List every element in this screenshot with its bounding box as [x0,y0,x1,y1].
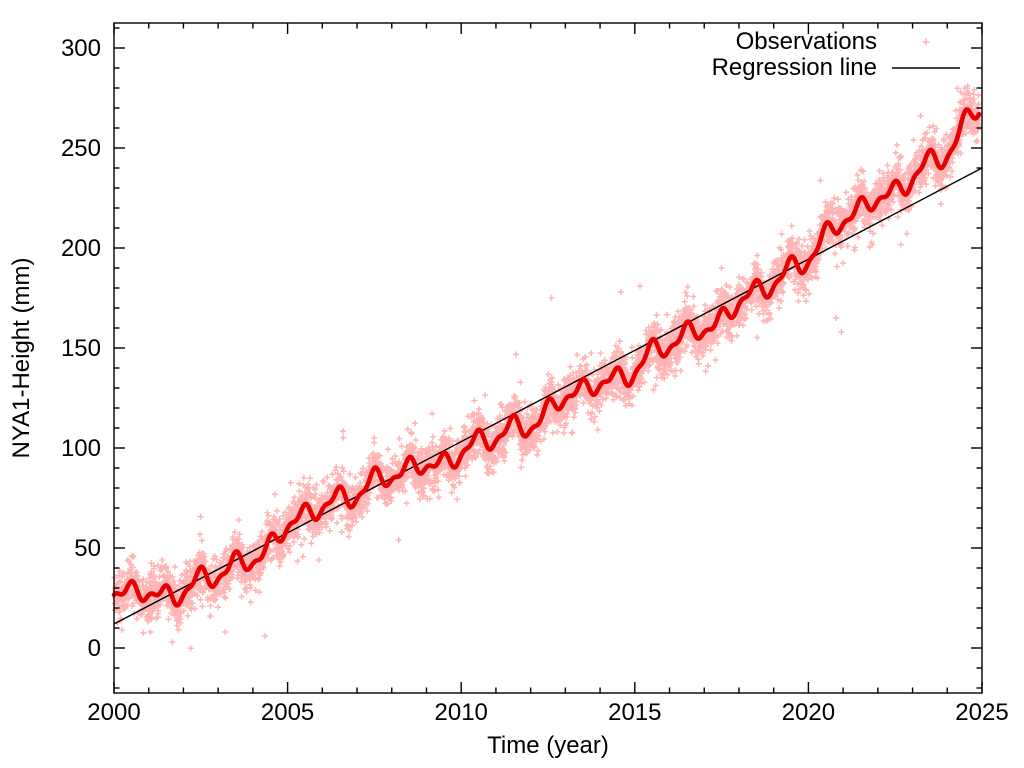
svg-text:150: 150 [61,335,101,362]
svg-text:2020: 2020 [782,699,835,726]
svg-text:250: 250 [61,135,101,162]
legend: Observations Regression line [712,29,962,81]
observations-marker-icon [890,29,962,55]
legend-row-regression: Regression line [712,55,962,81]
svg-text:2015: 2015 [608,699,661,726]
svg-text:200: 200 [61,235,101,262]
svg-text:2005: 2005 [261,699,314,726]
x-axis-title: Time (year) [487,732,609,759]
svg-text:2025: 2025 [955,699,1008,726]
regression-line-sample-icon [890,55,962,81]
svg-text:2010: 2010 [435,699,488,726]
svg-text:2000: 2000 [87,699,140,726]
svg-text:0: 0 [88,635,101,662]
svg-text:300: 300 [61,35,101,62]
legend-row-observations: Observations [712,29,962,55]
svg-text:50: 50 [74,535,101,562]
legend-label-regression: Regression line [711,54,877,81]
legend-label-observations: Observations [735,28,877,55]
y-axis-title: NYA1-Height (mm) [8,257,35,459]
svg-text:100: 100 [61,435,101,462]
